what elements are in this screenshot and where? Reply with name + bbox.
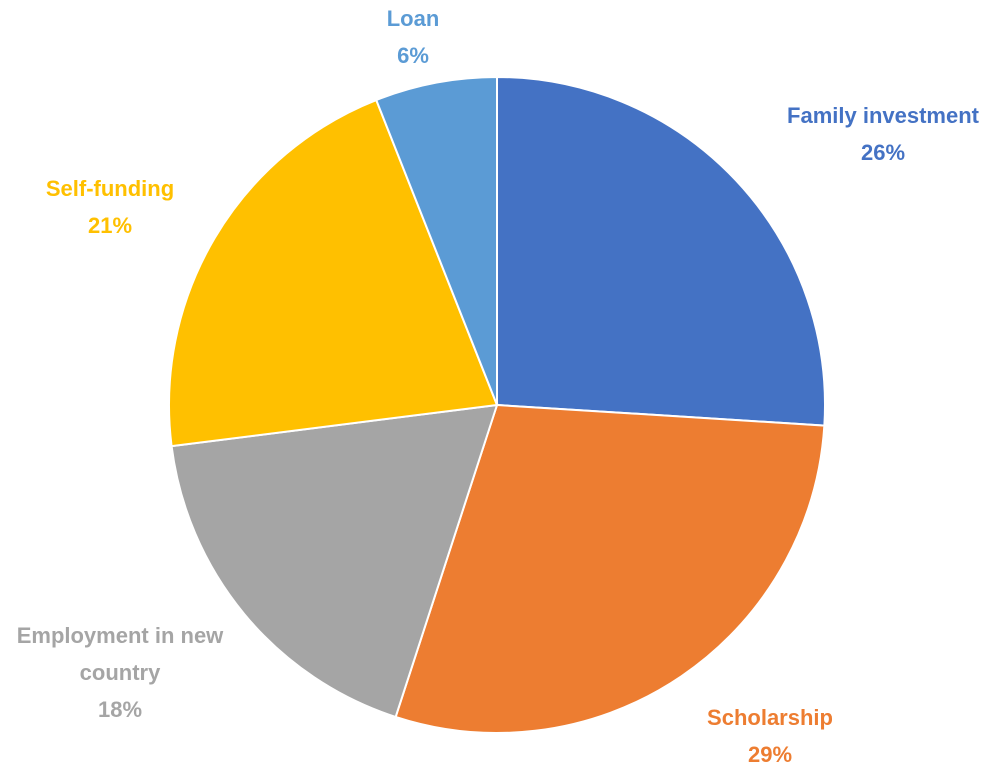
pie-slice: [394, 403, 826, 734]
value-label: 18%: [97, 697, 143, 722]
data-label: Loan 6%: [387, 0, 440, 74]
category-label: Self-funding: [45, 176, 175, 201]
pie-slice: [496, 75, 826, 427]
category-label: Scholarship: [707, 705, 833, 730]
value-label: 21%: [87, 213, 133, 238]
value-label: 29%: [747, 742, 793, 767]
data-label: Family investment 26%: [787, 97, 979, 171]
category-label: Loan: [386, 6, 440, 31]
pie-slice: [374, 75, 498, 406]
pie-slice: [168, 98, 499, 448]
data-label: Employment in new country 18%: [15, 617, 225, 728]
value-label: 6%: [397, 43, 429, 68]
category-label: Employment in new country: [16, 623, 224, 685]
value-label: 26%: [860, 140, 906, 165]
data-label: Scholarship 29%: [707, 699, 833, 767]
pie-slice: [170, 403, 499, 719]
data-label: Self-funding 21%: [46, 170, 174, 244]
category-label: Family investment: [787, 103, 979, 128]
